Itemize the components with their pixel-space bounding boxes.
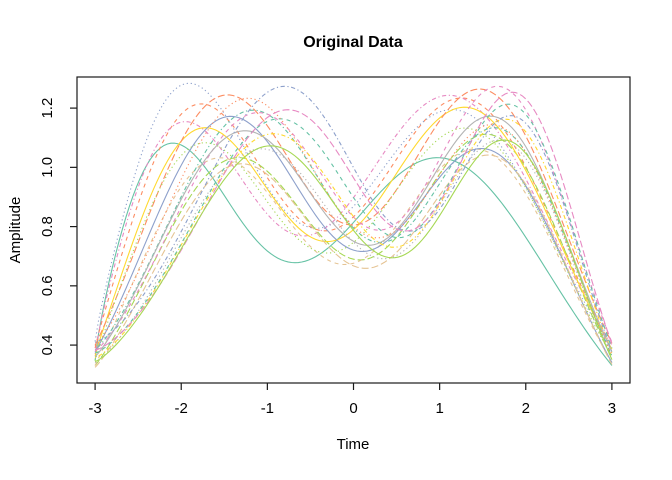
series-line-curve-05 — [94, 133, 613, 366]
series-line-curve-12 — [94, 85, 613, 352]
series-line-curve-09 — [94, 109, 613, 357]
x-axis-tick-label: 3 — [608, 400, 616, 417]
series-line-curve-01 — [94, 142, 613, 366]
series-line-curve-17 — [94, 103, 613, 354]
series-line-curve-19 — [94, 85, 613, 353]
chart-title: Original Data — [303, 34, 403, 51]
y-axis-tick-label: 0.8 — [39, 216, 56, 237]
x-axis: -3 -2 -1 0 1 2 3 — [88, 383, 616, 417]
series-line-curve-07 — [94, 148, 613, 366]
series-line-curve-16 — [94, 115, 613, 358]
y-axis-tick-label: 1.2 — [39, 98, 56, 119]
series-line-curve-18 — [94, 97, 613, 356]
x-axis-tick-label: -3 — [88, 400, 101, 417]
x-axis-tick-label: 1 — [435, 400, 443, 417]
y-axis-tick-label: 1.0 — [39, 157, 56, 178]
y-axis-tick-label: 0.4 — [39, 335, 56, 356]
series-line-curve-06 — [94, 106, 613, 356]
series-line-curve-14 — [94, 118, 613, 359]
series-line-curve-20 — [94, 91, 613, 351]
series-line-curve-21 — [94, 139, 613, 363]
x-axis-tick-label: -1 — [261, 400, 274, 417]
x-axis-title: Time — [337, 436, 370, 453]
series-line-curve-11 — [94, 115, 613, 363]
y-axis-tick-label: 0.6 — [39, 275, 56, 296]
series-line-curve-02 — [94, 97, 613, 349]
y-axis: 0.4 0.6 0.8 1.0 1.2 — [39, 98, 77, 356]
x-axis-tick-label: -2 — [175, 400, 188, 417]
y-axis-title: Amplitude — [7, 197, 24, 264]
series-line-curve-10 — [94, 88, 613, 346]
series-line-curve-08 — [94, 139, 613, 364]
x-axis-tick-label: 2 — [522, 400, 530, 417]
series-group — [94, 82, 613, 368]
series-line-curve-15 — [94, 154, 613, 368]
x-axis-tick-label: 0 — [349, 400, 357, 417]
